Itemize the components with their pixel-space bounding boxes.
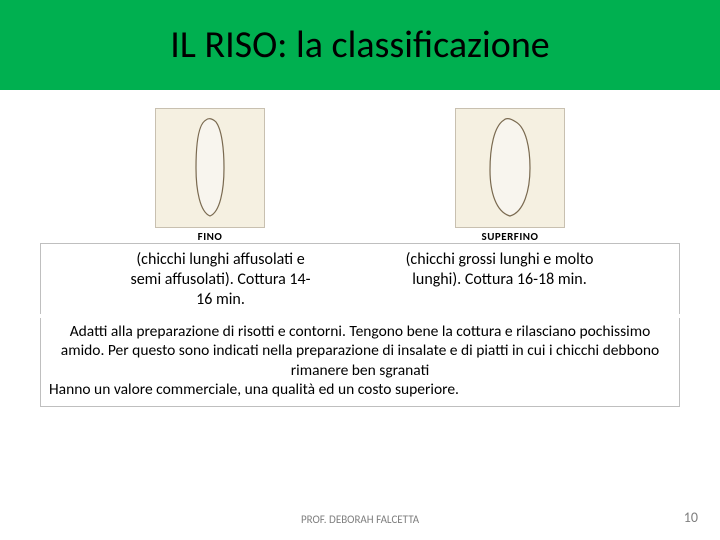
page-title: IL RISO: la classificazione (0, 22, 720, 68)
captions-row: (chicchi lunghi affusolati e semi affuso… (40, 243, 680, 314)
page-number: 10 (684, 509, 698, 526)
body-para-1: Adatti alla preparazione di risotti e co… (61, 322, 659, 380)
title-band: IL RISO: la classificazione (0, 0, 720, 90)
grain-superfino-image (455, 108, 565, 228)
body-para-2: Hanno un valore commerciale, una qualità… (49, 380, 671, 399)
grain-fino: FINO (130, 108, 290, 243)
rice-grain-icon (186, 116, 234, 220)
grain-superfino: SUPERFINO (430, 108, 590, 243)
grains-row: FINO SUPERFINO (0, 108, 720, 243)
caption-superfino: (chicchi grossi lunghi e molto lunghi). … (405, 250, 595, 310)
grain-superfino-label: SUPERFINO (482, 230, 539, 243)
footer-author: PROF. DEBORAH FALCETTA (0, 513, 720, 526)
text-block: (chicchi lunghi affusolati e semi affuso… (0, 243, 720, 407)
caption-fino: (chicchi lunghi affusolati e semi affuso… (126, 250, 316, 310)
grain-fino-image (155, 108, 265, 228)
rice-grain-icon (482, 116, 538, 220)
grain-fino-label: FINO (198, 230, 223, 243)
body-text: Adatti alla preparazione di risotti e co… (40, 318, 680, 407)
